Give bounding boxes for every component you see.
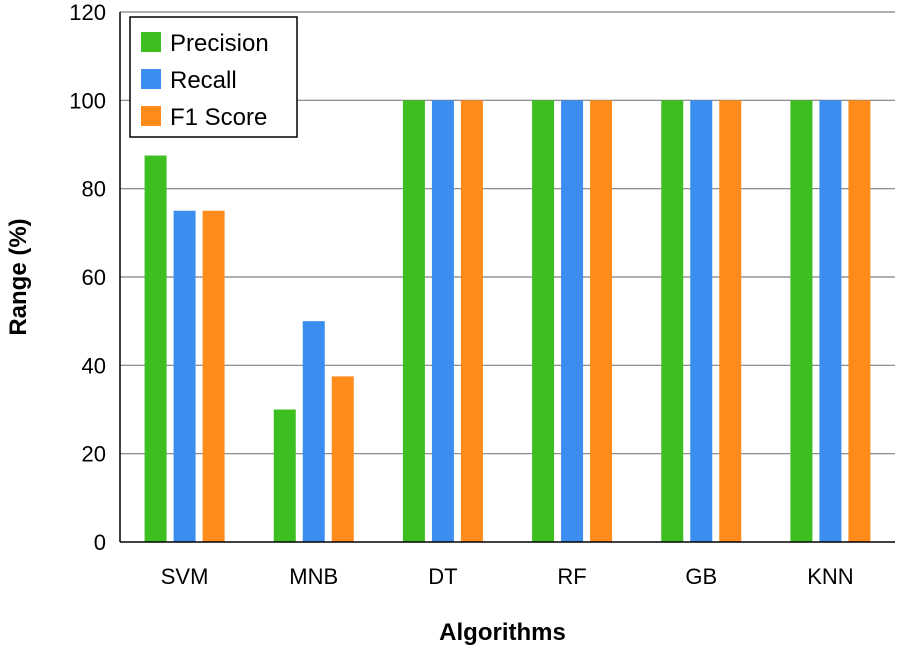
y-tick-label: 60 xyxy=(82,265,106,290)
legend-label: Precision xyxy=(170,30,269,57)
bar-gb-recall xyxy=(690,100,713,542)
bar-mnb-f1-score xyxy=(331,376,354,542)
x-tick-labels: SVM MNB DT RF GB KNN xyxy=(161,564,854,589)
y-tick-label: 40 xyxy=(82,353,106,378)
axes xyxy=(119,12,895,543)
bar-mnb-recall xyxy=(302,321,325,542)
legend-label: F1 Score xyxy=(170,104,267,131)
bar-knn-f1-score xyxy=(848,100,871,542)
y-tick-label: 0 xyxy=(94,530,106,555)
legend-swatch-recall xyxy=(141,69,161,89)
y-axis-title: Range (%) xyxy=(5,218,32,335)
y-tick-label: 100 xyxy=(69,88,106,113)
bar-dt-recall xyxy=(431,100,454,542)
x-tick-label: DT xyxy=(428,564,457,589)
x-tick-label: GB xyxy=(685,564,717,589)
bar-mnb-precision xyxy=(273,409,296,542)
x-tick-label: SVM xyxy=(161,564,209,589)
bar-svm-precision xyxy=(144,155,167,542)
legend-swatch-precision xyxy=(141,32,161,52)
x-axis-title: Algorithms xyxy=(439,619,566,646)
bar-knn-recall xyxy=(819,100,842,542)
y-tick-label: 120 xyxy=(69,0,106,25)
bars xyxy=(144,100,871,542)
legend-items: Precision Recall F1 Score xyxy=(141,30,269,131)
legend: Precision Recall F1 Score xyxy=(129,16,298,138)
legend-swatch-f1-score xyxy=(141,106,161,126)
bar-dt-precision xyxy=(402,100,425,542)
bar-dt-f1-score xyxy=(460,100,483,542)
x-tick-label: RF xyxy=(557,564,586,589)
bar-rf-precision xyxy=(532,100,555,542)
x-tick-label: MNB xyxy=(289,564,338,589)
x-tick-label: KNN xyxy=(807,564,853,589)
bar-gb-precision xyxy=(661,100,684,542)
bar-gb-f1-score xyxy=(719,100,742,542)
bar-svm-f1-score xyxy=(202,210,225,542)
bar-rf-recall xyxy=(561,100,584,542)
y-tick-labels: 0 20 40 60 80 100 120 xyxy=(69,0,106,555)
bar-svm-recall xyxy=(173,210,196,542)
y-tick-label: 20 xyxy=(82,442,106,467)
legend-label: Recall xyxy=(170,67,237,94)
bar-rf-f1-score xyxy=(590,100,613,542)
bar-knn-precision xyxy=(790,100,813,542)
y-tick-label: 80 xyxy=(82,177,106,202)
